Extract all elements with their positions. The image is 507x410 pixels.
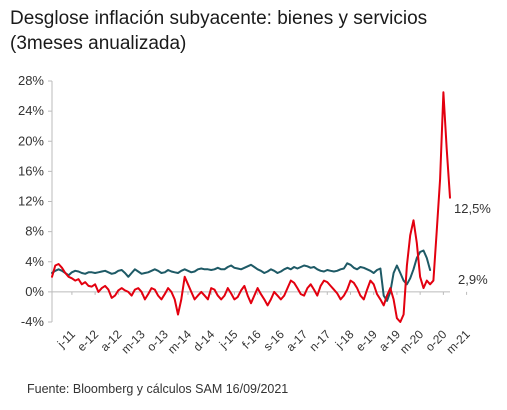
- x-tick-label: m-20: [397, 327, 426, 356]
- end-label-servicios: 2,9%: [458, 272, 488, 287]
- series-layer: [51, 91, 451, 323]
- chart-title-line2: (3meses anualizada): [10, 33, 187, 54]
- source-note: Fuente: Bloomberg y cálculos SAM 16/09/2…: [27, 382, 289, 396]
- y-tick-label: 24%: [18, 103, 44, 118]
- series-line-bienes: [51, 91, 451, 323]
- x-tick-label: j-18: [332, 327, 357, 352]
- x-tick-label: m-14: [165, 327, 194, 356]
- x-tick-label: n-17: [307, 327, 334, 354]
- y-tick-label: 28%: [18, 73, 44, 88]
- x-tick-label: j-15: [216, 327, 241, 352]
- end-label-bienes: 12,5%: [454, 201, 491, 216]
- x-tick-label: d-14: [190, 327, 217, 354]
- x-tick-label: e-12: [74, 327, 101, 354]
- y-axis: -4% 0% 4% 8% 12% 16% 20% 24% 28%: [18, 73, 53, 329]
- y-tick-label: 0%: [25, 284, 44, 299]
- x-axis: j-11e-12a-12m-13o-13m-14d-14 j-15f-16s-16…: [52, 291, 473, 356]
- y-tick-label: 16%: [18, 163, 44, 178]
- y-tick-label: -4%: [21, 314, 45, 329]
- y-tick-label: 8%: [25, 224, 44, 239]
- end-labels: 12,5% 2,9%: [454, 201, 491, 287]
- series-line-servicios: [51, 249, 432, 302]
- x-tick-label: e-19: [353, 327, 380, 354]
- x-tick-label: m-13: [118, 327, 147, 356]
- x-tick-label: m-21: [443, 327, 472, 356]
- chart-title-line1: Desglose inflación subyacente: bienes y …: [10, 8, 428, 29]
- x-tick-label: s-16: [261, 327, 288, 354]
- y-tick-label: 4%: [25, 254, 44, 269]
- x-tick-label: f-16: [239, 327, 264, 352]
- chart-title: Desglose inflación subyacente: bienes y …: [10, 6, 500, 56]
- x-tick-label: a-17: [283, 327, 310, 354]
- x-tick-label: j-11: [54, 327, 78, 351]
- y-tick-label: 12%: [18, 194, 44, 209]
- y-tick-label: 20%: [18, 133, 44, 148]
